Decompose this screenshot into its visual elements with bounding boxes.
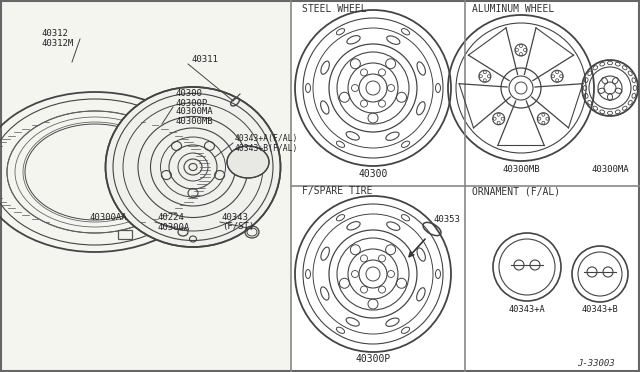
Ellipse shape xyxy=(106,87,280,247)
Text: 40300: 40300 xyxy=(358,169,388,179)
Text: 40312: 40312 xyxy=(42,29,69,38)
Text: 40300MB: 40300MB xyxy=(502,164,540,173)
Text: (F/ST): (F/ST) xyxy=(222,222,254,231)
Text: 40300AA: 40300AA xyxy=(89,212,127,221)
Text: 40311: 40311 xyxy=(192,55,219,64)
Text: 40300MA: 40300MA xyxy=(175,108,212,116)
Text: 40300P: 40300P xyxy=(175,99,207,108)
Text: 40224: 40224 xyxy=(157,212,184,221)
Text: STEEL WHEEL: STEEL WHEEL xyxy=(302,4,367,14)
Text: 40343+A: 40343+A xyxy=(509,305,545,314)
Bar xyxy=(118,230,132,239)
Text: ALUMINUM WHEEL: ALUMINUM WHEEL xyxy=(472,4,554,14)
Text: 40300MA: 40300MA xyxy=(591,164,629,173)
Bar xyxy=(291,0,640,186)
Text: ORNAMENT (F/AL): ORNAMENT (F/AL) xyxy=(472,186,560,196)
Text: F/SPARE TIRE: F/SPARE TIRE xyxy=(302,186,372,196)
Text: 40312M: 40312M xyxy=(42,39,74,48)
Text: 40300A: 40300A xyxy=(157,222,189,231)
Text: 40300: 40300 xyxy=(175,90,202,99)
Text: 40300MB: 40300MB xyxy=(175,116,212,125)
Text: 40343+A(F/AL): 40343+A(F/AL) xyxy=(235,135,298,144)
Text: J-33003: J-33003 xyxy=(577,359,615,369)
Bar xyxy=(0,0,291,372)
Text: 40300P: 40300P xyxy=(355,354,390,364)
Text: 40353: 40353 xyxy=(433,215,460,224)
Ellipse shape xyxy=(227,146,269,178)
Text: 40343: 40343 xyxy=(222,212,249,221)
Text: 40343+B: 40343+B xyxy=(582,305,618,314)
Bar xyxy=(291,186,640,372)
Text: 40343+B(F/AL): 40343+B(F/AL) xyxy=(235,144,298,153)
